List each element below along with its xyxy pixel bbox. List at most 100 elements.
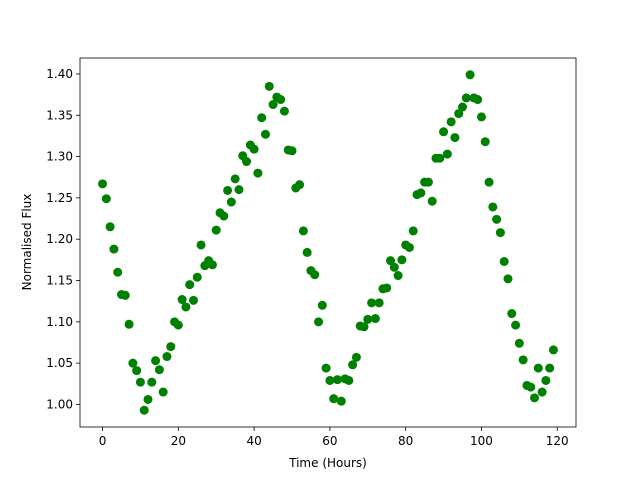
data-point — [234, 185, 244, 195]
data-point — [158, 387, 168, 397]
data-point — [545, 363, 555, 373]
data-point — [473, 95, 483, 105]
y-tick-label: 1.30 — [46, 150, 73, 164]
y-tick-label: 1.05 — [46, 356, 73, 370]
x-tick-label: 0 — [99, 434, 107, 448]
data-point — [257, 113, 267, 123]
data-point — [109, 244, 119, 254]
data-point — [541, 375, 551, 385]
x-tick-label: 60 — [322, 434, 337, 448]
data-point — [374, 298, 384, 308]
data-point — [367, 298, 377, 308]
data-point — [465, 70, 475, 80]
y-tick-label: 1.00 — [46, 397, 73, 411]
data-point — [389, 262, 399, 272]
data-point — [484, 177, 494, 187]
y-tick-label: 1.10 — [46, 315, 73, 329]
data-point — [295, 180, 305, 190]
data-point — [480, 137, 490, 147]
data-point — [537, 387, 547, 397]
data-point — [230, 174, 240, 184]
data-point — [298, 226, 308, 236]
data-point — [196, 240, 206, 250]
data-point — [151, 356, 161, 366]
data-point — [454, 109, 464, 119]
data-point — [249, 144, 259, 154]
data-point — [408, 226, 418, 236]
data-point — [181, 302, 191, 312]
data-point — [253, 168, 263, 178]
data-point — [192, 272, 202, 282]
data-point — [147, 377, 157, 387]
data-point — [268, 100, 278, 110]
data-point — [135, 377, 145, 387]
data-point — [173, 320, 183, 330]
data-point — [518, 355, 528, 365]
data-point — [120, 290, 130, 300]
data-point — [416, 188, 426, 198]
data-point — [492, 214, 502, 224]
data-point — [226, 197, 236, 207]
data-point — [143, 394, 153, 404]
data-point — [427, 196, 437, 206]
data-point — [105, 222, 115, 232]
data-point — [363, 314, 373, 324]
data-point — [404, 242, 414, 252]
data-point — [128, 358, 138, 368]
data-point — [461, 93, 471, 103]
data-point — [446, 117, 456, 127]
data-point — [488, 202, 498, 212]
plot-frame — [79, 57, 577, 428]
data-point — [98, 179, 108, 189]
x-axis-label: Time (Hours) — [288, 456, 367, 470]
data-point — [533, 363, 543, 373]
data-point — [499, 257, 509, 267]
data-point — [242, 157, 252, 167]
data-point — [423, 177, 433, 187]
data-point — [530, 393, 540, 403]
data-point — [495, 228, 505, 238]
data-point — [302, 247, 312, 257]
y-axis-label: Normalised Flux — [20, 194, 34, 291]
data-point — [177, 295, 187, 305]
data-point — [351, 352, 361, 362]
data-point — [386, 256, 396, 266]
y-tick-label: 1.35 — [46, 108, 73, 122]
data-point — [310, 270, 320, 280]
x-tick-label: 120 — [546, 434, 569, 448]
data-point — [332, 375, 342, 385]
data-point — [219, 211, 229, 221]
data-point — [325, 375, 335, 385]
data-point — [548, 345, 558, 355]
data-point — [511, 320, 521, 330]
y-tick-label: 1.40 — [46, 67, 73, 81]
x-tick-label: 100 — [470, 434, 493, 448]
data-point — [382, 283, 392, 293]
data-point — [279, 106, 289, 116]
data-point — [132, 366, 142, 376]
data-point — [264, 81, 274, 91]
data-point — [336, 396, 346, 406]
data-point — [162, 352, 172, 362]
y-tick-label: 1.25 — [46, 191, 73, 205]
data-point — [276, 95, 286, 105]
data-point — [397, 255, 407, 265]
data-point — [260, 129, 270, 139]
data-point — [113, 267, 123, 277]
data-point — [321, 363, 331, 373]
data-point — [370, 314, 380, 324]
data-point — [287, 146, 297, 156]
data-point — [211, 225, 221, 235]
data-point — [507, 309, 517, 319]
data-point — [329, 394, 339, 404]
data-point — [450, 133, 460, 143]
data-point — [188, 295, 198, 305]
x-tick-label: 40 — [246, 434, 261, 448]
data-point — [344, 375, 354, 385]
x-tick-label: 20 — [171, 434, 186, 448]
data-point — [348, 360, 358, 370]
data-point — [154, 365, 164, 375]
data-point — [185, 280, 195, 290]
